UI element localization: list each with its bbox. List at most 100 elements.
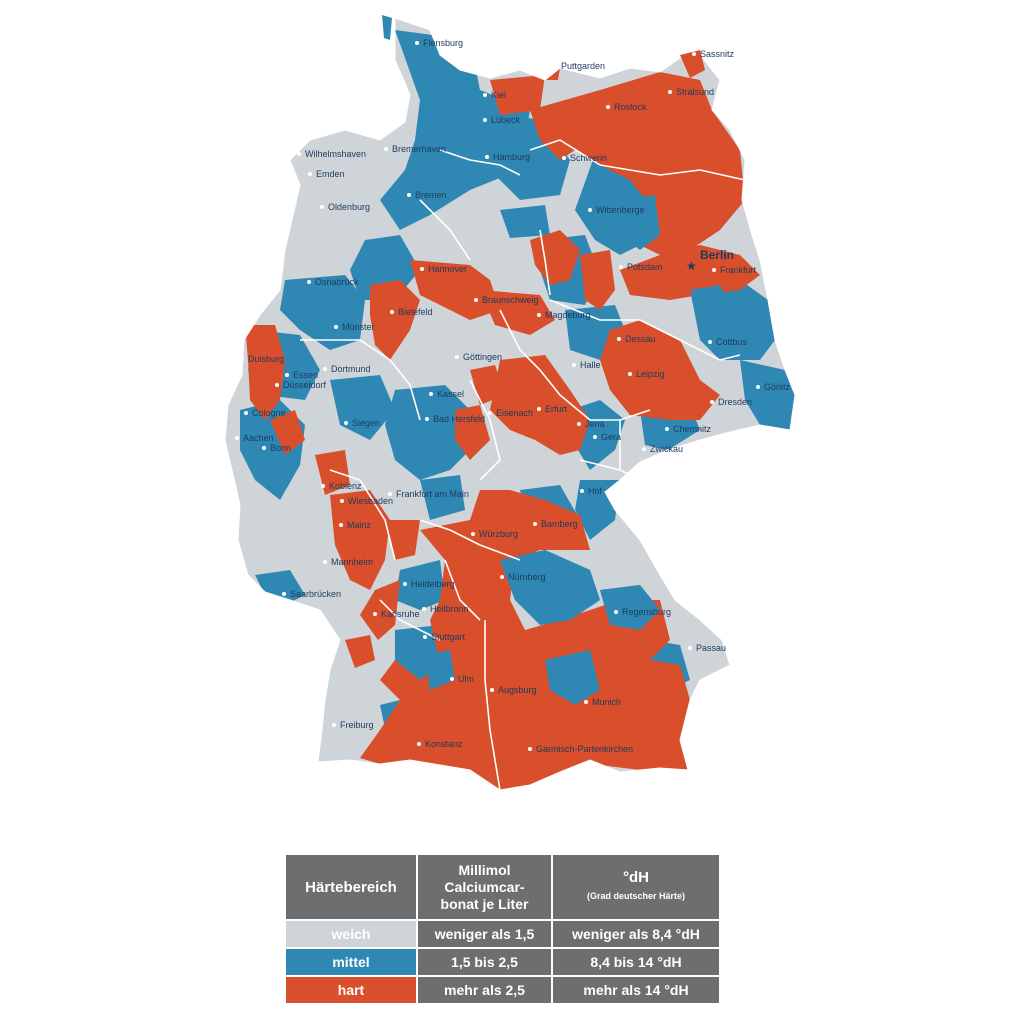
city-label: Heidelberg: [411, 579, 455, 589]
city-marker-oldenburg: Oldenburg: [320, 202, 370, 212]
city-label: Chemnitz: [673, 424, 712, 434]
city-dot: [285, 373, 289, 377]
city-dot: [373, 612, 377, 616]
city-marker-augsburg: Augsburg: [490, 685, 537, 695]
city-dot: [275, 383, 279, 387]
city-marker-bad-hersfeld: Bad Hersfeld: [425, 414, 485, 424]
city-marker-konstanz: Konstanz: [417, 739, 463, 749]
city-dot: [553, 64, 557, 68]
city-label: Würzburg: [479, 529, 518, 539]
city-dot: [420, 267, 424, 271]
city-marker-emden: Emden: [308, 169, 345, 179]
city-label: Wiesbaden: [348, 496, 393, 506]
dh-hart: mehr als 14 °dH: [553, 977, 719, 1003]
city-label: Rostock: [614, 102, 647, 112]
city-label: Wilhelmshaven: [305, 149, 366, 159]
city-marker-puttgarden: Puttgarden: [553, 61, 605, 71]
city-dot: [490, 688, 494, 692]
city-marker-cologne: Cologne: [244, 408, 286, 418]
city-marker-duisburg: Duisburg: [240, 354, 284, 364]
city-label: Regensburg: [622, 607, 671, 617]
header-dh-title: °dH: [623, 869, 649, 886]
city-marker-mainz: Mainz: [339, 520, 372, 530]
city-marker-braunschweig: Braunschweig: [474, 295, 539, 305]
city-label: Puttgarden: [561, 61, 605, 71]
city-dot: [474, 298, 478, 302]
city-dot: [562, 156, 566, 160]
city-dot: [642, 447, 646, 451]
city-label: Wittenberge: [596, 205, 645, 215]
city-marker-frankfurt-am-main: Frankfurt am Main: [388, 489, 469, 499]
header-millimol-line2: Calciumcar-: [444, 878, 525, 895]
city-marker-dessau: Dessau: [617, 334, 656, 344]
city-dot: [665, 427, 669, 431]
city-marker-munich: Munich: [584, 697, 621, 707]
city-marker-zwickau: Zwickau: [642, 444, 683, 454]
city-label: Heilbronn: [430, 604, 469, 614]
city-label: Bad Hersfeld: [433, 414, 485, 424]
city-marker-gera: Gera: [593, 432, 621, 442]
city-marker-wiesbaden: Wiesbaden: [340, 496, 393, 506]
city-label: Augsburg: [498, 685, 537, 695]
city-marker-garmisch-partenkirchen: Garmisch-Partenkirchen: [528, 744, 633, 754]
city-marker-osnabruck: Osnabrück: [307, 277, 359, 287]
level-hart: hart: [286, 977, 416, 1003]
city-label: Schwerin: [570, 153, 607, 163]
city-marker-magdeburg: Magdeburg: [537, 310, 591, 320]
city-label: Jena: [585, 419, 605, 429]
city-marker-leipzig: Leipzig: [628, 369, 665, 379]
city-dot: [708, 340, 712, 344]
city-dot: [407, 193, 411, 197]
city-dot: [262, 446, 266, 450]
capital-star-icon: ★: [686, 259, 697, 273]
city-marker-bielefeld: Bielefeld: [390, 307, 433, 317]
city-label: Göttingen: [463, 352, 502, 362]
city-label: Saarbrücken: [290, 589, 341, 599]
city-marker-potsdam: Potsdam: [619, 262, 663, 272]
city-label: Kiel: [491, 90, 506, 100]
city-dot: [537, 313, 541, 317]
city-marker-karlsruhe: Karlsruhe: [373, 609, 420, 619]
city-dot: [308, 172, 312, 176]
city-dot: [340, 499, 344, 503]
city-label: Halle: [580, 360, 601, 370]
city-label: Koblenz: [329, 481, 362, 491]
city-marker-hof: Hof: [580, 486, 603, 496]
city-label: Kassel: [437, 389, 464, 399]
capital-label: Berlin: [700, 248, 734, 262]
city-marker-saarbrucken: Saarbrücken: [282, 589, 341, 599]
legend-row-mittel: mittel 1,5 bis 2,5 8,4 bis 14 °dH: [286, 949, 719, 975]
city-dot: [500, 575, 504, 579]
city-label: Bielefeld: [398, 307, 433, 317]
city-marker-wurzburg: Würzburg: [471, 529, 518, 539]
city-marker-dresden: Dresden: [710, 397, 752, 407]
city-label: Braunschweig: [482, 295, 539, 305]
city-dot: [606, 105, 610, 109]
city-marker-freiburg: Freiburg: [332, 720, 374, 730]
city-dot: [450, 677, 454, 681]
city-marker-bremen: Bremen: [407, 190, 447, 200]
city-label: Dortmund: [331, 364, 371, 374]
city-dot: [307, 280, 311, 284]
city-dot: [415, 41, 419, 45]
city-label: Münster: [342, 322, 375, 332]
city-marker-flensburg: Flensburg: [415, 38, 463, 48]
city-marker-hannover: Hannover: [420, 264, 467, 274]
mmol-weich: weniger als 1,5: [418, 921, 551, 947]
city-dot: [588, 208, 592, 212]
city-label: Mannheim: [331, 557, 373, 567]
city-dot: [321, 484, 325, 488]
city-label: Freiburg: [340, 720, 374, 730]
city-marker-nurnberg: Nürnberg: [500, 572, 546, 582]
city-dot: [388, 492, 392, 496]
city-label: Magdeburg: [545, 310, 591, 320]
city-marker-halle: Halle: [572, 360, 601, 370]
city-marker-bonn: Bonn: [262, 443, 291, 453]
city-dot: [471, 532, 475, 536]
city-label: Eisenach: [496, 408, 533, 418]
city-dot: [403, 582, 407, 586]
city-label: Ulm: [458, 674, 474, 684]
city-label: Cottbus: [716, 337, 748, 347]
city-dot: [537, 407, 541, 411]
city-dot: [692, 52, 696, 56]
